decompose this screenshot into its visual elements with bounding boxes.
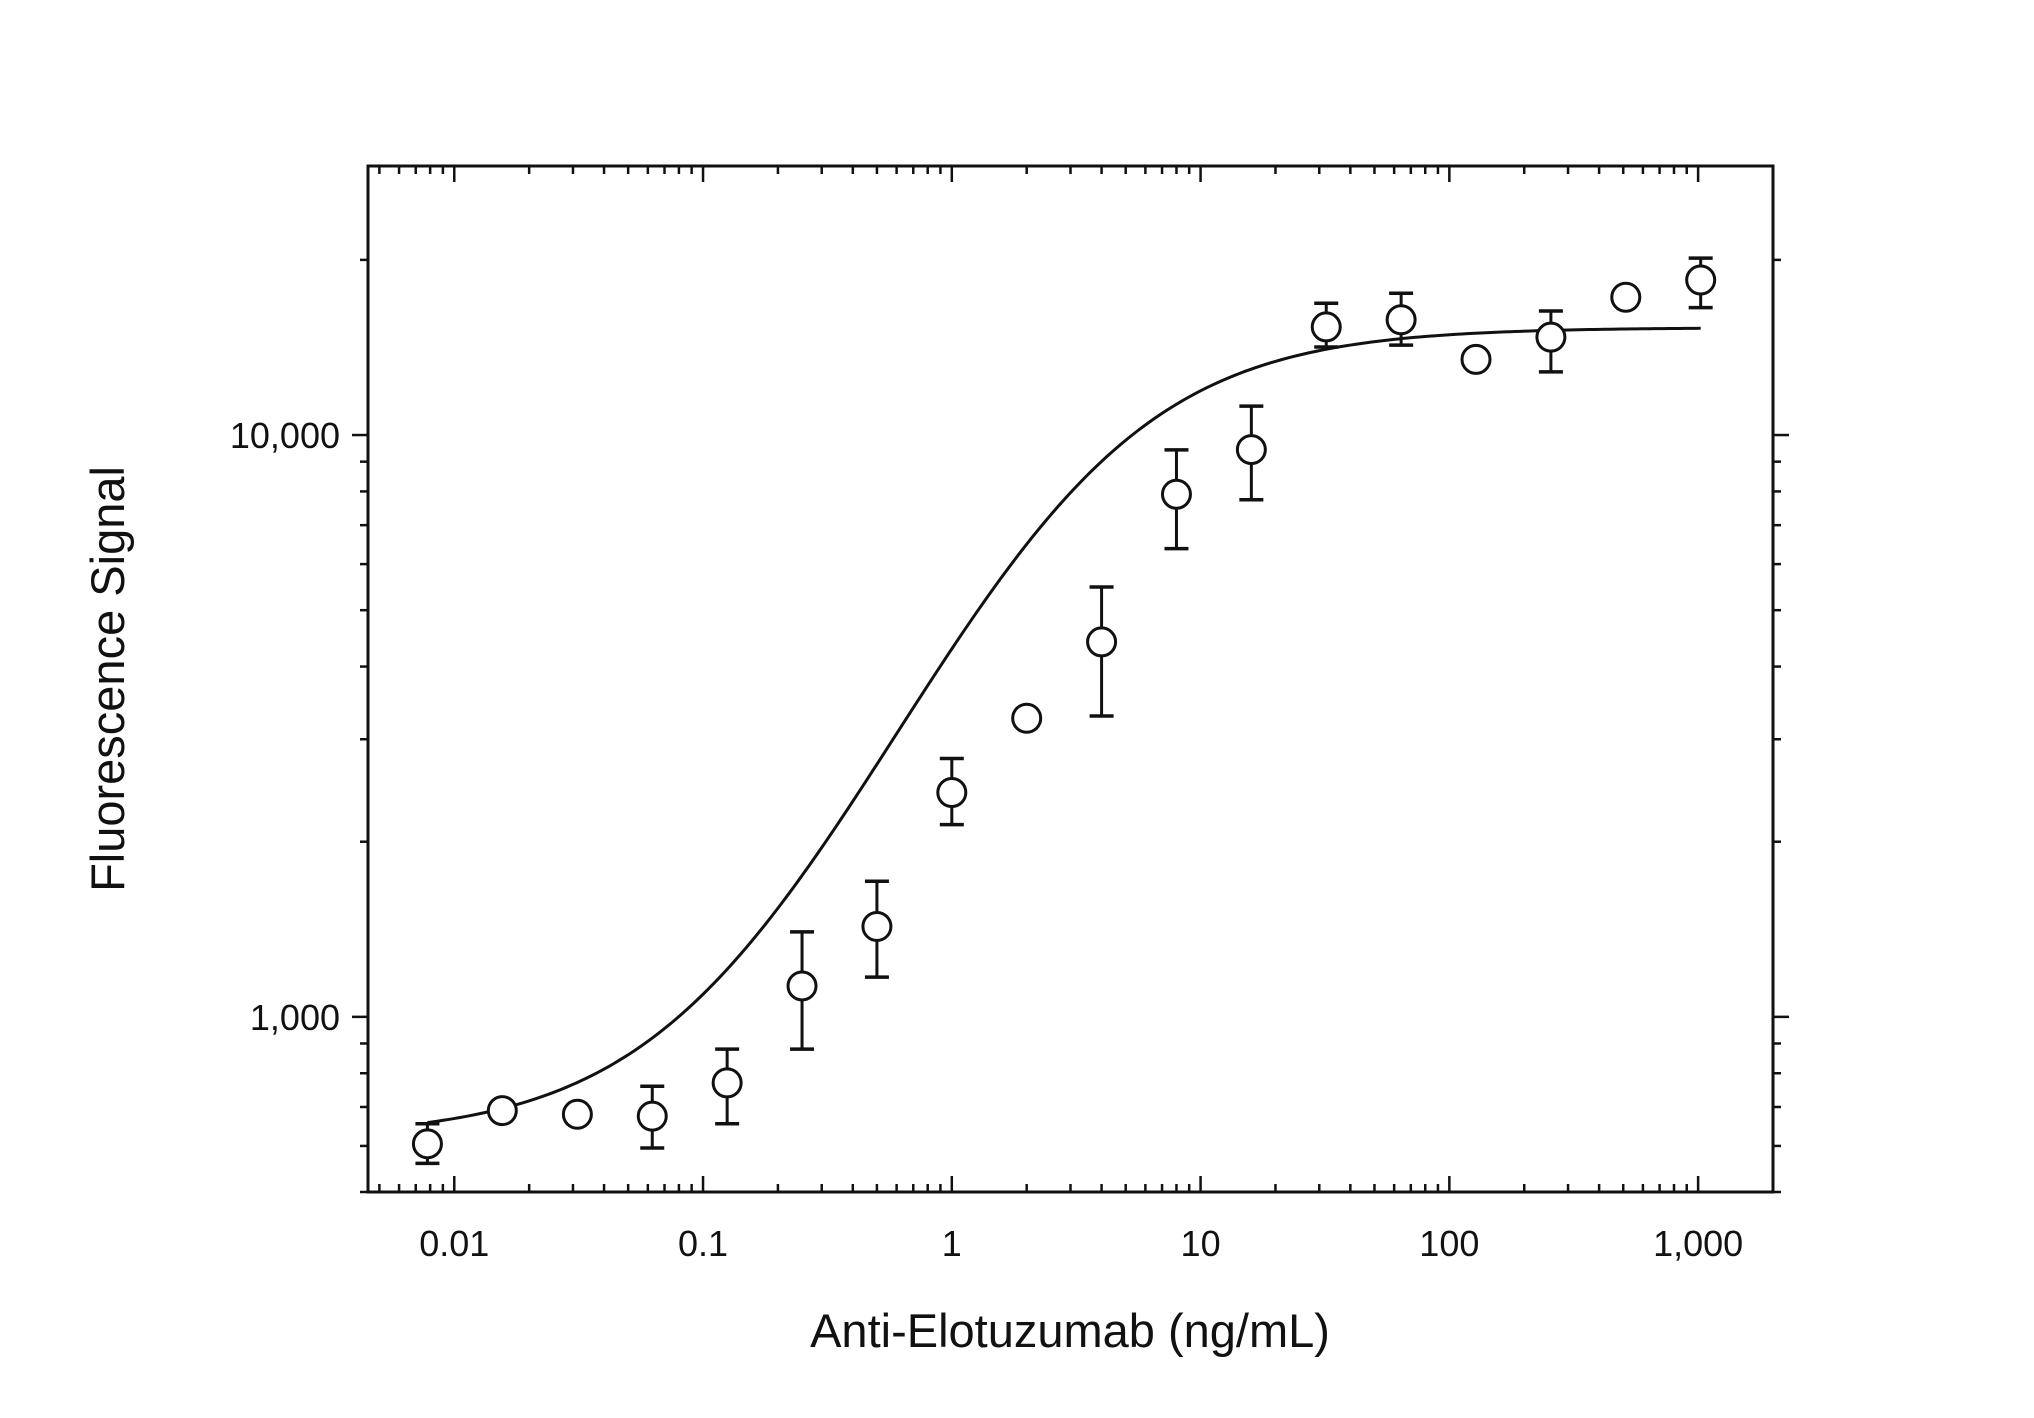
data-point: [1685, 256, 1717, 310]
data-marker: [1086, 626, 1118, 658]
data-point: [1385, 291, 1417, 347]
data-point: [486, 1095, 518, 1127]
data-point: [1235, 404, 1267, 502]
data-point: [561, 1098, 593, 1130]
y-tick-label: 1,000: [250, 997, 340, 1038]
data-point: [1610, 281, 1642, 313]
data-point: [1086, 585, 1118, 718]
data-point: [1310, 301, 1342, 349]
data-marker: [1385, 304, 1417, 336]
data-marker: [486, 1095, 518, 1127]
data-marker: [936, 777, 968, 809]
y-axis-title: Fluorescence Signal: [81, 466, 134, 892]
data-marker: [1610, 281, 1642, 313]
data-point: [636, 1084, 668, 1150]
data-marker: [1460, 343, 1492, 375]
x-tick-label: 0.1: [678, 1223, 728, 1264]
x-tick-label: 1,000: [1653, 1223, 1743, 1264]
data-point: [411, 1122, 443, 1166]
data-marker: [1685, 264, 1717, 296]
data-marker: [561, 1098, 593, 1130]
y-axis-tick-labels: 1,000 10,000: [230, 415, 340, 1038]
x-axis-tick-labels: 0.01 0.1 1 10 100 1,000: [419, 1223, 1743, 1264]
data-point: [936, 756, 968, 827]
x-tick-label: 100: [1419, 1223, 1479, 1264]
fit-curve: [427, 326, 1701, 1125]
data-marker: [411, 1128, 443, 1160]
x-tick-label: 1: [942, 1223, 962, 1264]
data-point: [1160, 448, 1192, 551]
data-point: [1535, 309, 1567, 374]
x-tick-label: 0.01: [419, 1223, 489, 1264]
data-point: [1011, 702, 1043, 734]
data-marker: [1011, 702, 1043, 734]
data-points: [411, 256, 1717, 1166]
data-point: [1460, 343, 1492, 375]
data-marker: [1160, 478, 1192, 510]
data-marker: [636, 1100, 668, 1132]
x-axis-title: Anti-Elotuzumab (ng/mL): [810, 1304, 1330, 1357]
data-point: [861, 879, 893, 979]
x-tick-label: 10: [1181, 1223, 1221, 1264]
data-marker: [1235, 434, 1267, 466]
data-point: [711, 1047, 743, 1126]
data-marker: [786, 970, 818, 1002]
data-marker: [1535, 321, 1567, 353]
data-marker: [861, 910, 893, 942]
data-marker: [711, 1067, 743, 1099]
data-point: [786, 930, 818, 1051]
y-tick-label: 10,000: [230, 415, 340, 456]
data-marker: [1310, 311, 1342, 343]
axis-ticks: [352, 166, 1789, 1194]
